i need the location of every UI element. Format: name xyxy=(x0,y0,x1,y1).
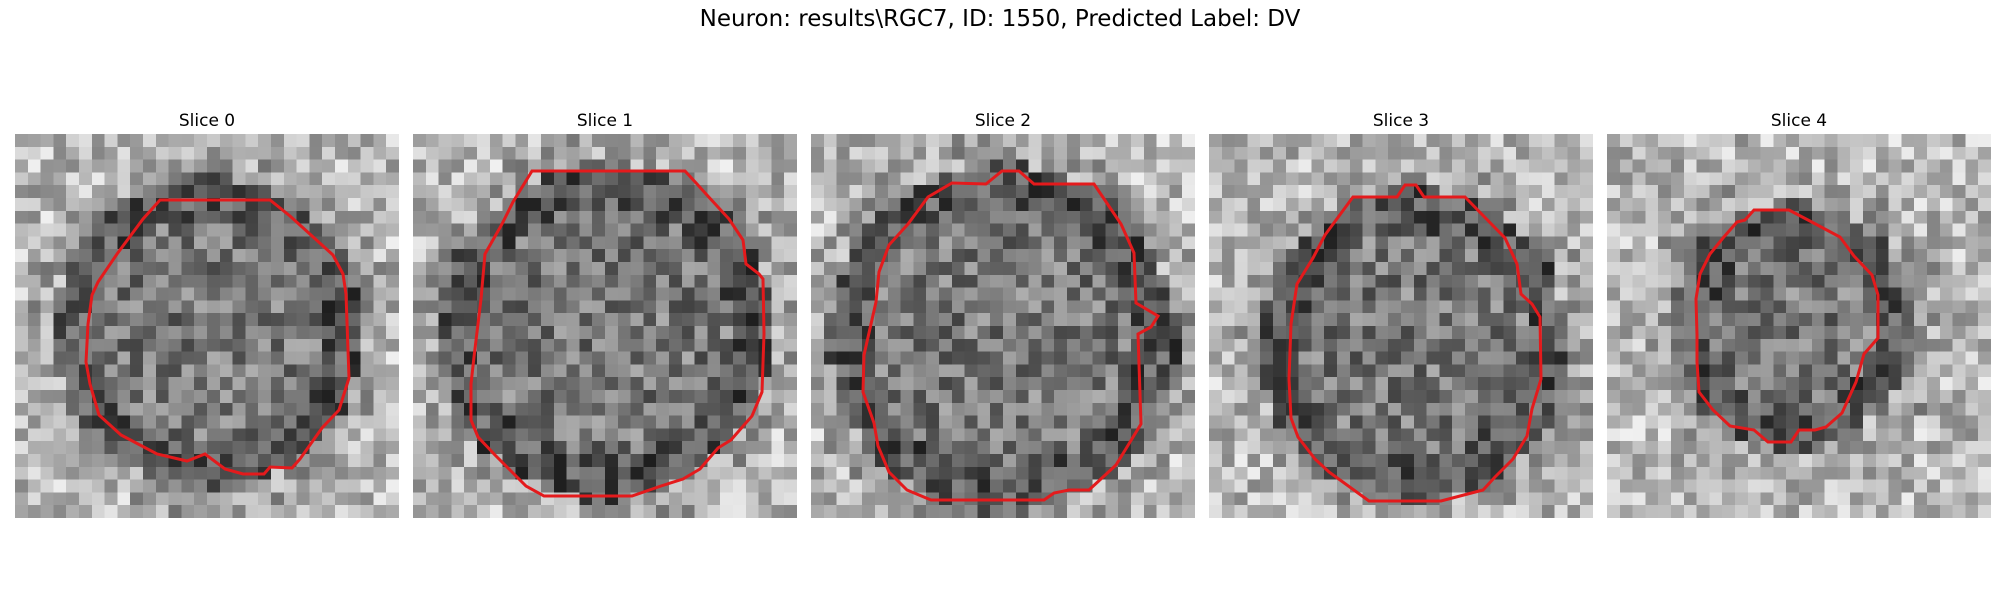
slice-title-3: Slice 3 xyxy=(1372,111,1430,131)
slice-image-3 xyxy=(1209,134,1593,518)
slice-image-4 xyxy=(1607,134,1991,518)
grayscale-image-4 xyxy=(1607,134,1991,518)
slice-panel-4: Slice 4 xyxy=(1607,108,1991,518)
slice-panel-0: Slice 0 xyxy=(15,108,399,518)
roi-contour-1 xyxy=(469,169,766,498)
grayscale-image-3 xyxy=(1209,134,1593,518)
grayscale-image-2 xyxy=(811,134,1195,518)
slice-title-4: Slice 4 xyxy=(1770,111,1828,131)
slice-image-1 xyxy=(413,134,797,518)
roi-contour-0 xyxy=(84,198,351,476)
slice-title-0: Slice 0 xyxy=(178,111,236,131)
slice-panel-3: Slice 3 xyxy=(1209,108,1593,518)
slice-title-1: Slice 1 xyxy=(576,111,634,131)
slice-panel-2: Slice 2 xyxy=(811,108,1195,518)
roi-contour-2 xyxy=(861,169,1161,502)
roi-contour-3 xyxy=(1287,183,1543,503)
roi-contour-4 xyxy=(1694,208,1880,444)
slice-image-2 xyxy=(811,134,1195,518)
slice-title-2: Slice 2 xyxy=(974,111,1032,131)
slice-image-0 xyxy=(15,134,399,518)
figure-title: Neuron: results\RGC7, ID: 1550, Predicte… xyxy=(699,6,1301,32)
slice-panel-1: Slice 1 xyxy=(413,108,797,518)
